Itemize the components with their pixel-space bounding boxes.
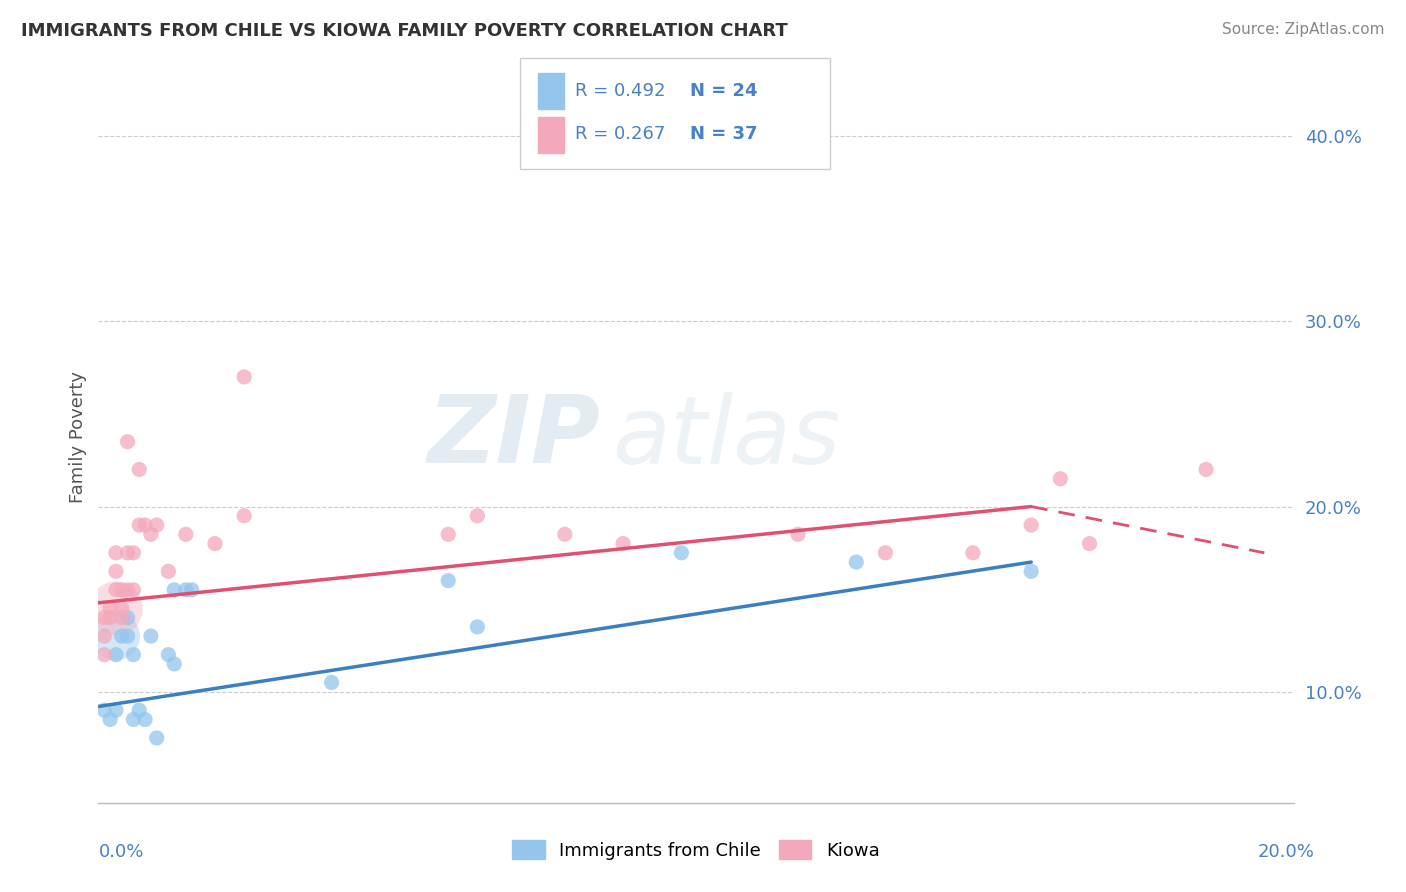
Point: [671, 546, 693, 560]
Text: 20.0%: 20.0%: [1258, 843, 1315, 861]
Legend: Immigrants from Chile, Kiowa: Immigrants from Chile, Kiowa: [505, 833, 887, 867]
Point: [111, 610, 134, 624]
Text: N = 24: N = 24: [690, 82, 758, 100]
Point: [104, 582, 127, 597]
Point: [122, 546, 145, 560]
Point: [93, 648, 115, 662]
Text: R = 0.267: R = 0.267: [575, 125, 665, 144]
Point: [145, 731, 167, 745]
Point: [1019, 565, 1042, 579]
Text: IMMIGRANTS FROM CHILE VS KIOWA FAMILY POVERTY CORRELATION CHART: IMMIGRANTS FROM CHILE VS KIOWA FAMILY PO…: [21, 22, 787, 40]
Point: [128, 518, 150, 533]
Point: [1049, 472, 1071, 486]
Point: [111, 629, 134, 643]
Point: [111, 582, 134, 597]
Point: [233, 370, 256, 384]
Point: [139, 527, 162, 541]
Point: [962, 546, 984, 560]
Point: [117, 434, 139, 449]
Point: [104, 629, 127, 643]
Text: N = 37: N = 37: [690, 125, 758, 144]
Point: [104, 703, 127, 717]
Point: [467, 620, 489, 634]
Text: ZIP: ZIP: [427, 391, 600, 483]
Text: 0.0%: 0.0%: [98, 843, 143, 861]
Point: [128, 703, 150, 717]
Point: [134, 713, 156, 727]
Point: [128, 462, 150, 476]
Point: [163, 582, 186, 597]
Point: [145, 518, 167, 533]
Point: [104, 601, 127, 615]
Point: [1078, 536, 1101, 550]
Point: [157, 648, 180, 662]
Point: [104, 546, 127, 560]
Point: [787, 527, 810, 541]
Point: [93, 629, 115, 643]
Point: [1195, 462, 1218, 476]
Point: [875, 546, 897, 560]
Text: Source: ZipAtlas.com: Source: ZipAtlas.com: [1222, 22, 1385, 37]
Point: [117, 629, 139, 643]
Point: [122, 648, 145, 662]
Point: [117, 546, 139, 560]
Point: [122, 582, 145, 597]
Point: [122, 713, 145, 727]
Point: [174, 582, 197, 597]
Point: [134, 518, 156, 533]
Point: [467, 508, 489, 523]
Point: [117, 582, 139, 597]
Point: [163, 657, 186, 671]
Point: [93, 703, 115, 717]
Point: [157, 565, 180, 579]
Point: [111, 601, 134, 615]
Point: [321, 675, 343, 690]
Point: [554, 527, 576, 541]
Point: [104, 648, 127, 662]
Point: [98, 610, 121, 624]
Point: [845, 555, 868, 569]
Point: [180, 582, 202, 597]
Point: [139, 629, 162, 643]
Point: [93, 610, 115, 624]
Point: [104, 565, 127, 579]
Point: [1019, 518, 1042, 533]
Point: [612, 536, 634, 550]
Text: R = 0.492: R = 0.492: [575, 82, 665, 100]
Point: [98, 601, 121, 615]
Y-axis label: Family Poverty: Family Poverty: [69, 371, 87, 503]
Point: [98, 713, 121, 727]
Point: [117, 610, 139, 624]
Point: [437, 574, 460, 588]
Point: [437, 527, 460, 541]
Point: [204, 536, 226, 550]
Text: atlas: atlas: [613, 392, 841, 483]
Point: [233, 508, 256, 523]
Point: [174, 527, 197, 541]
